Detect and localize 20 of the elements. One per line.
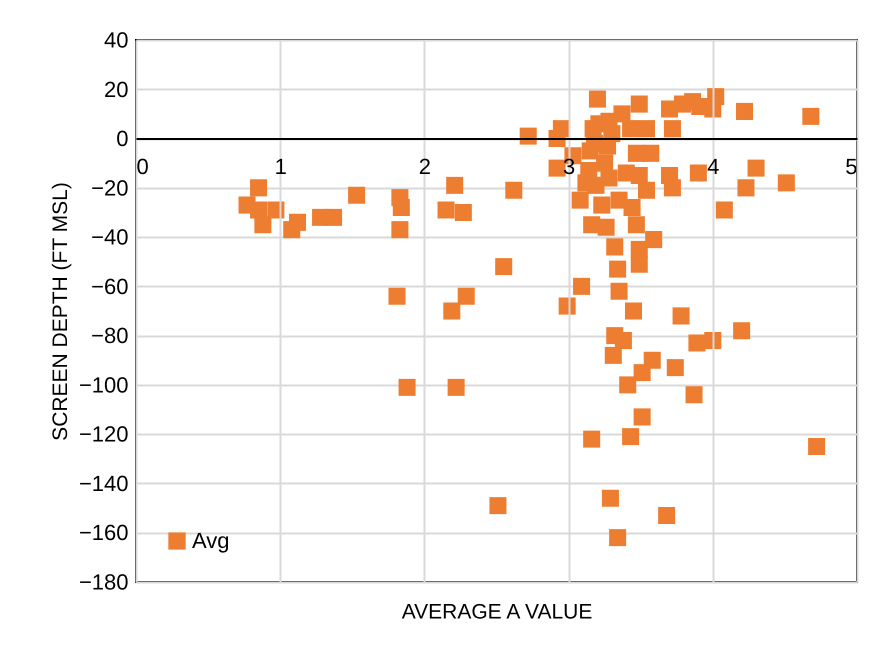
- y-tick-label: −180: [78, 570, 128, 594]
- y-tick-label: −60: [91, 274, 128, 299]
- y-tick-label: −120: [78, 422, 128, 447]
- y-tick-label: 20: [104, 76, 128, 102]
- x-tick-label: 5: [845, 154, 858, 180]
- x-tick-label: 2: [418, 154, 432, 180]
- x-tick-label: 1: [274, 154, 287, 180]
- x-axis-title: AVERAGE A VALUE: [402, 600, 592, 624]
- y-tick-label: −140: [78, 470, 128, 496]
- legend-label: Avg: [192, 528, 230, 553]
- y-axis-title: SCREEN DEPTH (FT MSL): [48, 182, 72, 441]
- y-tick-label: −160: [78, 520, 128, 546]
- y-tick-label: −100: [78, 372, 128, 398]
- y-tick-label: −20: [91, 175, 128, 200]
- x-tick-label: 0: [136, 154, 149, 180]
- y-tick-label: 40: [104, 28, 128, 52]
- x-tick-label: 4: [707, 154, 720, 180]
- y-tick-label: −80: [91, 323, 128, 348]
- y-tick-label: 0: [116, 126, 128, 152]
- y-tick-label: −40: [91, 224, 128, 250]
